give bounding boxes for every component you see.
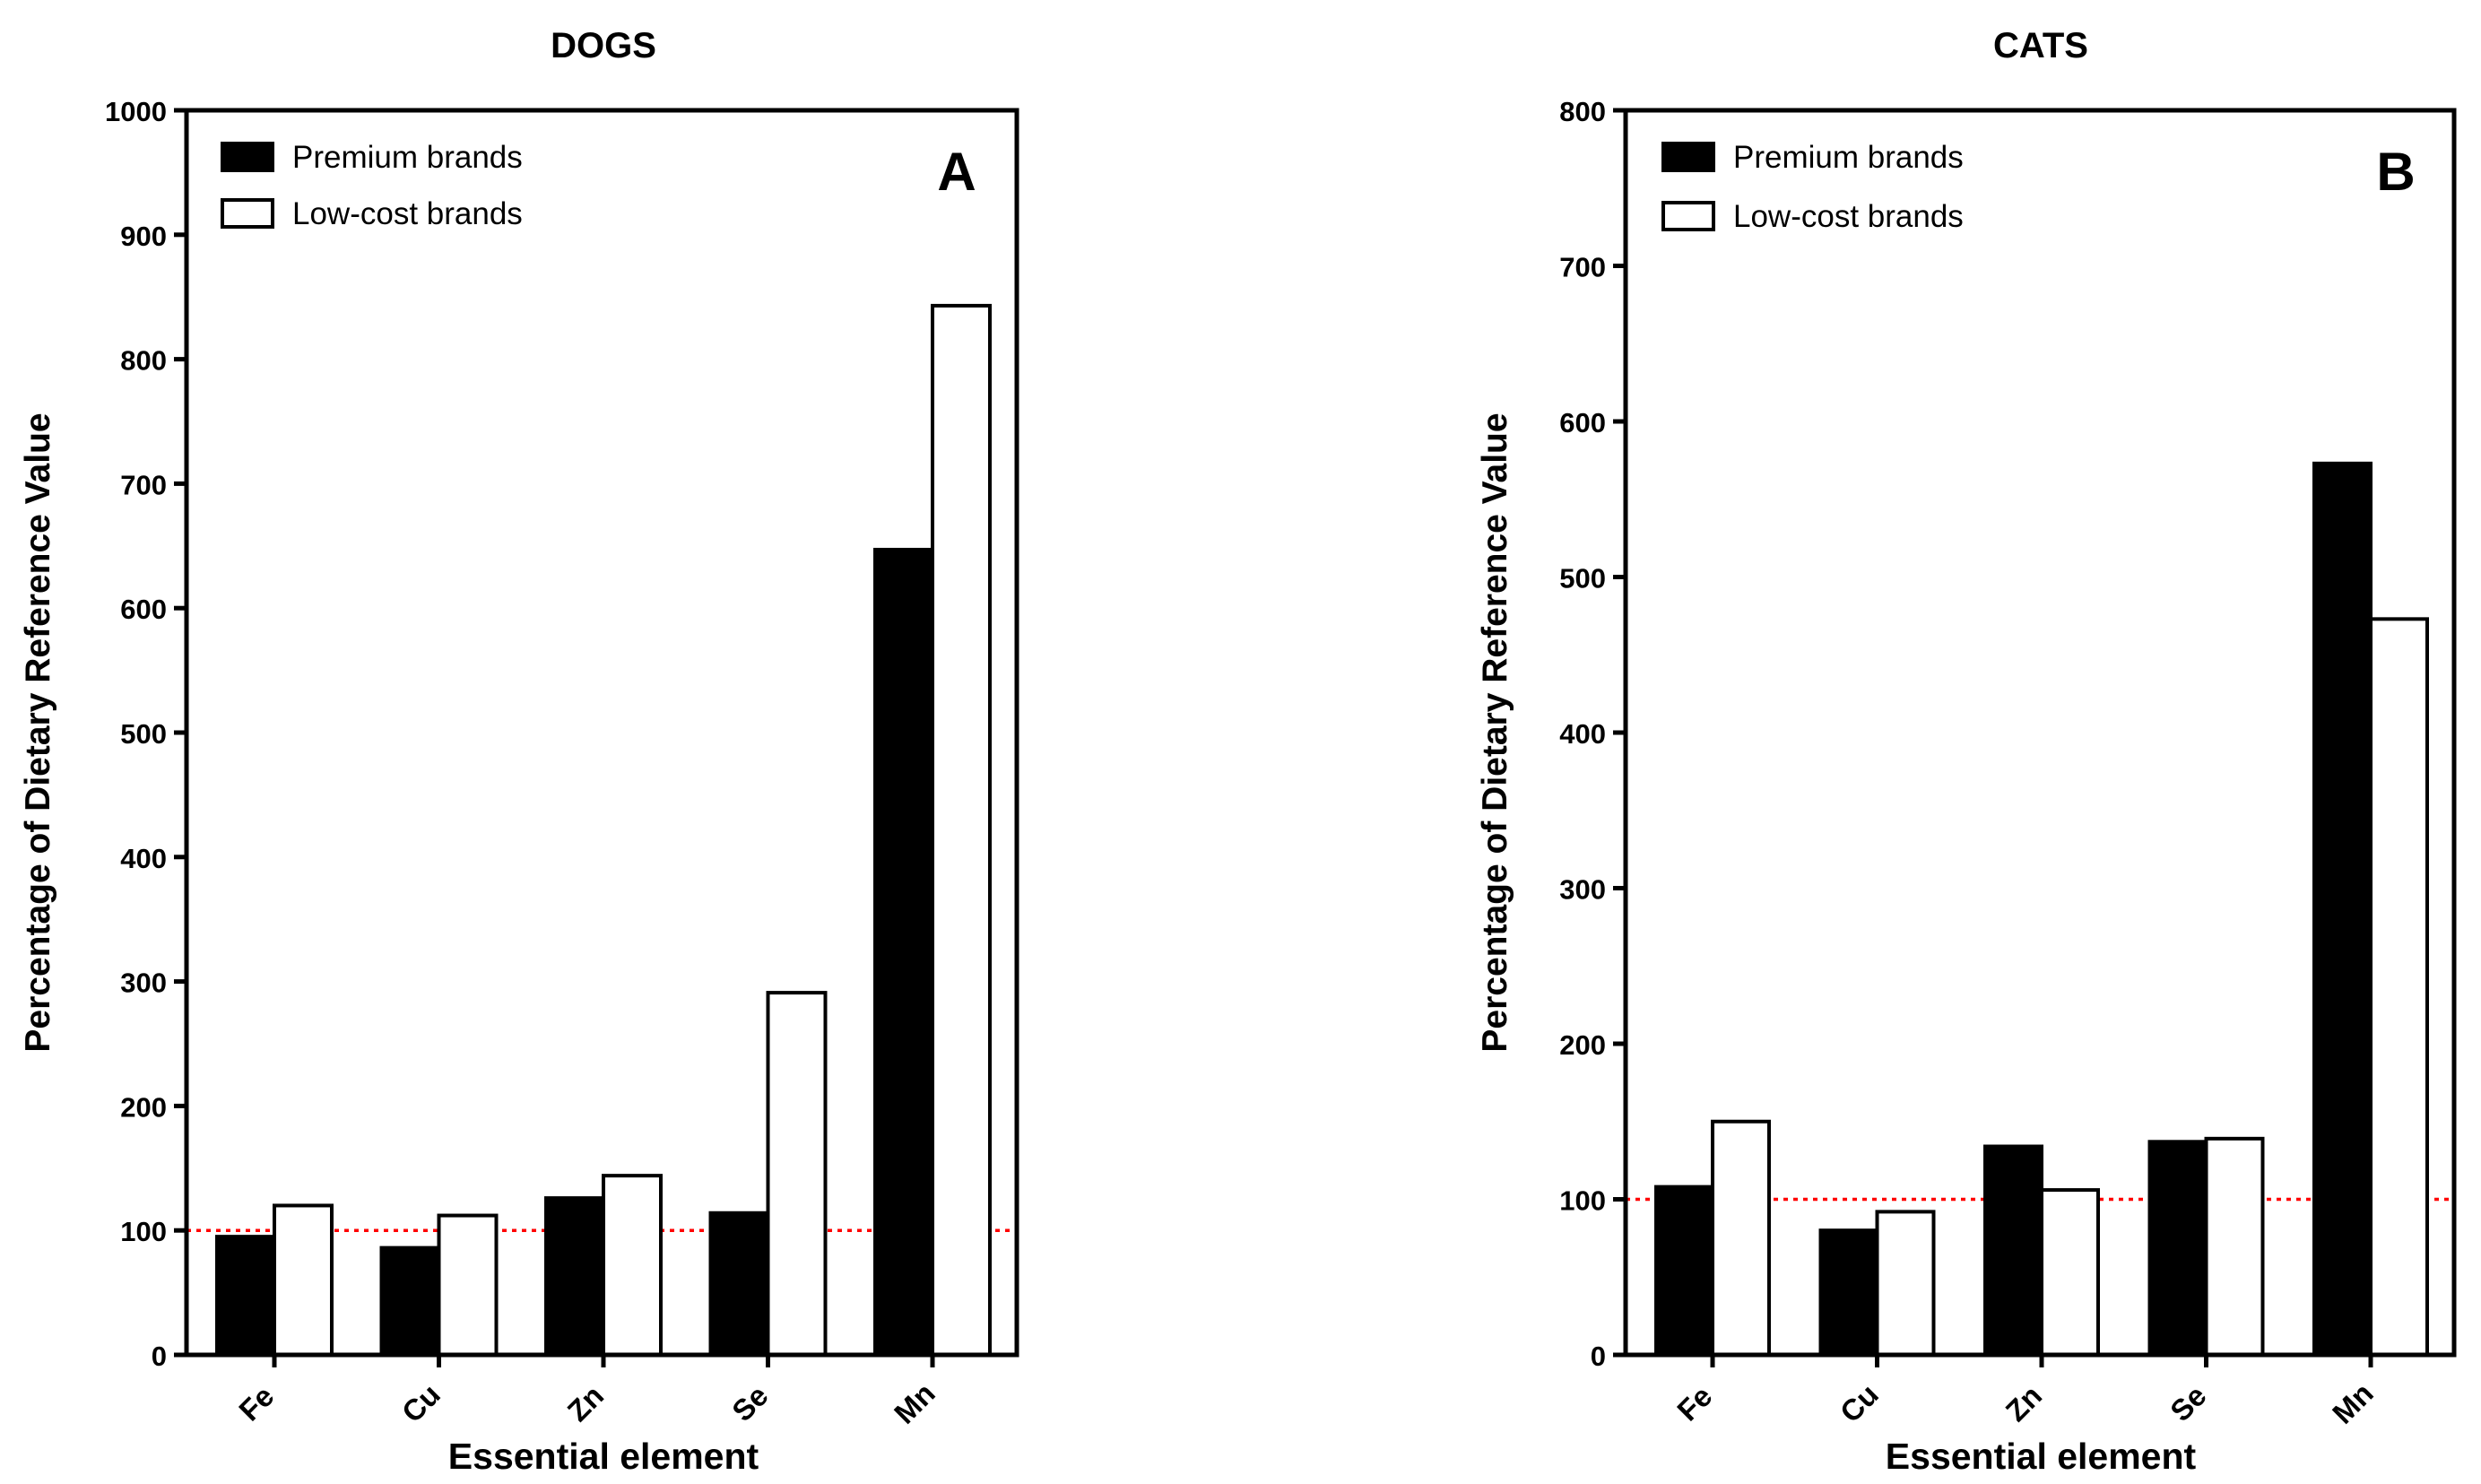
plot-frame [184, 108, 1019, 1358]
x-tick-label-zn: Zn [2000, 1379, 2049, 1428]
y-tick-label: 0 [1591, 1341, 1606, 1372]
premium-bar-zn [544, 1196, 605, 1358]
low-cost-bar-zn [2040, 1188, 2100, 1357]
panel-label: B [2376, 142, 2415, 202]
panel-label: A [937, 142, 976, 202]
low-cost-bar-se [2204, 1136, 2265, 1357]
low-cost-bar-cu [437, 1213, 499, 1357]
y-tick-label: 900 [120, 221, 167, 252]
low-cost-bar-cu [1875, 1210, 1936, 1357]
x-tick-label-mn: Mn [2326, 1376, 2380, 1430]
low-cost-bar-mn [2369, 617, 2429, 1357]
premium-bar-cu [1818, 1228, 1879, 1357]
y-tick-label: 500 [120, 718, 167, 750]
y-tick-label: 800 [120, 345, 167, 377]
premium-bar-cu [379, 1245, 441, 1357]
plot-frame [1623, 108, 2457, 1358]
y-tick-label: 0 [152, 1341, 167, 1372]
legend-swatch-premium [1661, 142, 1715, 172]
y-tick-label: 700 [1559, 252, 1606, 283]
legend-swatch-low-cost [1661, 201, 1715, 231]
y-tick-label: 100 [120, 1216, 167, 1247]
x-axis-title: Essential element [448, 1436, 759, 1477]
x-tick-label-zn: Zn [561, 1379, 611, 1428]
low-cost-bar-se [766, 991, 828, 1358]
premium-bar-mn [873, 547, 934, 1357]
legend-label-low-cost: Low-cost brands [1733, 199, 1964, 234]
y-tick-label: 400 [1559, 718, 1606, 750]
premium-bar-fe [215, 1235, 276, 1358]
low-cost-bar-fe [1711, 1119, 1771, 1357]
y-tick-label: 200 [120, 1091, 167, 1123]
premium-bar-se [708, 1211, 770, 1357]
cats-chart: CATS 0 100 200 300 400 500 600 700 800 Fe Cu Zn Se Mn B… [1476, 26, 2457, 1477]
y-tick-label: 800 [1559, 96, 1606, 127]
x-tick-label-fe: Fe [1670, 1379, 1718, 1427]
y-tick-label: 600 [120, 594, 167, 625]
legend-label-low-cost: Low-cost brands [292, 196, 523, 231]
y-tick-label: 300 [120, 968, 167, 999]
legend-label-premium: Premium brands [292, 140, 523, 175]
legend-swatch-low-cost [221, 198, 274, 229]
x-tick-label-cu: Cu [395, 1377, 447, 1428]
x-tick-label-se: Se [725, 1379, 775, 1428]
chart-title: CATS [1993, 26, 2088, 65]
y-tick-label: 700 [120, 469, 167, 500]
legend-label-premium: Premium brands [1733, 140, 1964, 175]
y-tick-label: 200 [1559, 1029, 1606, 1061]
chart-title: DOGS [551, 26, 656, 65]
y-tick-label: 400 [120, 843, 167, 874]
y-tick-label: 500 [1559, 563, 1606, 594]
legend-swatch-premium [221, 142, 274, 172]
y-tick-label: 600 [1559, 407, 1606, 438]
x-axis-title: Essential element [1886, 1436, 2197, 1477]
y-tick-label: 1000 [105, 96, 167, 127]
x-tick-label-mn: Mn [888, 1376, 941, 1430]
dogs-chart: DOGS 0 100 200 300 400 500 600 700 800 900 1000 Fe Cu… [19, 26, 1019, 1477]
premium-bar-zn [1983, 1144, 2043, 1358]
premium-bar-fe [1654, 1185, 1714, 1357]
y-axis-title: Percentage of Dietary Reference Value [1476, 412, 1514, 1052]
low-cost-bar-fe [273, 1203, 334, 1357]
x-tick-label-se: Se [2164, 1379, 2213, 1428]
premium-bar-mn [2312, 461, 2373, 1357]
y-axis-title: Percentage of Dietary Reference Value [19, 412, 57, 1052]
y-tick-label: 100 [1559, 1185, 1606, 1217]
x-tick-label-fe: Fe [232, 1379, 280, 1427]
x-tick-label-cu: Cu [1834, 1377, 1885, 1428]
low-cost-bar-mn [931, 303, 992, 1357]
premium-bar-se [2147, 1140, 2208, 1358]
y-tick-label: 300 [1559, 874, 1606, 906]
low-cost-bar-zn [602, 1174, 663, 1358]
